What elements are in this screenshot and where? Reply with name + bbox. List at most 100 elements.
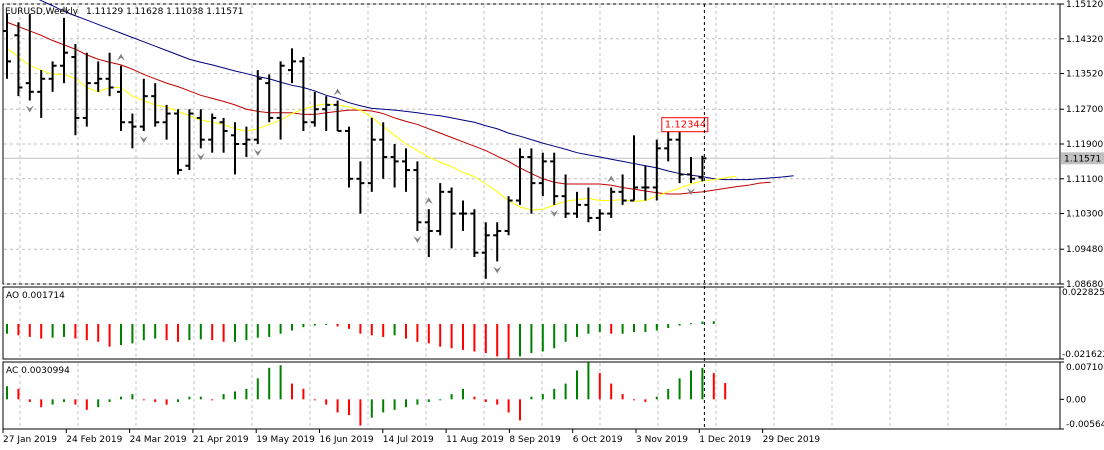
ac-bar (325, 399, 328, 405)
ao-bar (370, 323, 373, 336)
ohlc-bar (595, 209, 604, 231)
ac-bar (564, 383, 567, 400)
ohlc-bar (105, 52, 114, 97)
ohlc-bar (698, 155, 707, 182)
ac-bar (587, 362, 590, 400)
ac-bar (678, 378, 681, 400)
ao-bar (222, 323, 225, 342)
ohlc-bar (25, 13, 34, 101)
ohlc-bar (14, 22, 23, 97)
ac-bar (667, 388, 670, 400)
ao-bar (587, 323, 590, 334)
fractal-down-icon (493, 266, 502, 274)
ac-bar (142, 399, 145, 401)
ao-bar (336, 323, 339, 327)
ohlc-bar (630, 135, 638, 202)
ao-bar (97, 323, 100, 342)
ao-bar (359, 323, 362, 334)
ac-bar (473, 396, 476, 400)
ao-bar (40, 323, 43, 339)
x-tick-label: 21 Apr 2019 (193, 435, 249, 445)
ohlc-bar (504, 196, 513, 236)
price-tick-label: 1.10300 (1066, 210, 1103, 220)
x-tick-label: 6 Oct 2019 (573, 435, 623, 445)
ao-bar (63, 323, 65, 337)
ao-bar (633, 323, 635, 333)
ohlc-bar (413, 161, 422, 231)
ohlc-bar (402, 148, 410, 192)
ac-bar (633, 399, 635, 401)
ac-bar (724, 383, 727, 400)
ao-bar (462, 323, 464, 350)
ma-slow-line (38, 0, 794, 181)
ac-bar (405, 399, 407, 408)
ac-bar (234, 391, 236, 400)
ao-bar (382, 323, 385, 337)
ac-bar (336, 399, 339, 413)
ao-label: AO 0.001714 (6, 291, 65, 301)
price-tick-label: 1.14320 (1066, 35, 1103, 45)
ac-bar (302, 388, 305, 400)
ohlc-bar (82, 52, 91, 127)
ao-tick-label: 0.022825 (1062, 288, 1104, 298)
ohlc-bar (641, 165, 650, 201)
ac-bar (17, 388, 20, 400)
ohlc-bar (345, 126, 353, 188)
ac-bar (439, 399, 442, 401)
x-tick-label: 11 Aug 2019 (446, 435, 504, 445)
x-tick-label: 3 Nov 2019 (636, 435, 688, 445)
ohlc-bar (356, 161, 365, 214)
ac-bar (291, 383, 293, 400)
ao-bar (188, 323, 191, 341)
symbol-label: EURUSD,Weekly (5, 7, 79, 17)
ohlc-bar (561, 174, 570, 218)
ac-bar (40, 399, 43, 408)
ac-tick-label: 0.00 (1066, 395, 1086, 405)
ohlc-bar (481, 222, 490, 279)
price-tick-label: 1.15120 (1066, 0, 1103, 10)
ao-bar (74, 323, 77, 339)
ohlc-bar (527, 148, 536, 214)
ao-bar (256, 323, 259, 338)
ac-bar (245, 388, 248, 400)
x-tick-label: 19 May 2019 (256, 435, 315, 445)
ao-bar (667, 323, 670, 329)
ao-bar (348, 323, 350, 329)
ohlc-bar (664, 126, 673, 162)
ao-bar (199, 323, 202, 340)
ohlc-bar (310, 91, 319, 127)
ao-bar (530, 323, 533, 354)
ac-bar (427, 399, 430, 402)
current-price-label: 1.11571 (1064, 154, 1101, 164)
ohlc-bar (470, 209, 479, 258)
ao-bar (165, 323, 168, 341)
ao-bar (131, 323, 134, 344)
ohlc-bar (48, 61, 57, 92)
fractal-down-icon (196, 153, 205, 161)
ac-bar (507, 399, 510, 413)
ac-bar (108, 399, 111, 402)
ac-bar (382, 399, 385, 413)
x-tick-label: 16 Jun 2019 (320, 435, 374, 445)
ac-bar (131, 394, 134, 400)
ao-bar (450, 323, 453, 349)
price-tick-label: 1.11100 (1066, 175, 1103, 185)
ao-bar (416, 323, 419, 342)
price-tick-label: 1.09480 (1066, 245, 1103, 255)
ao-bar (325, 323, 328, 325)
ao-bar (28, 323, 31, 337)
fractal-down-icon (25, 105, 34, 113)
fractal-down-icon (550, 209, 559, 217)
ac-bar (268, 367, 271, 400)
ac-bar (519, 399, 521, 421)
x-tick-label: 29 Dec 2019 (763, 435, 821, 445)
ohlc-bar (3, 13, 11, 79)
ac-bar (370, 399, 373, 418)
ohlc-bar (459, 200, 467, 231)
ac-bar (199, 396, 202, 400)
ac-bar (484, 399, 487, 402)
ac-bar (74, 399, 77, 405)
ao-bar (177, 323, 179, 342)
ao-bar (268, 323, 271, 337)
